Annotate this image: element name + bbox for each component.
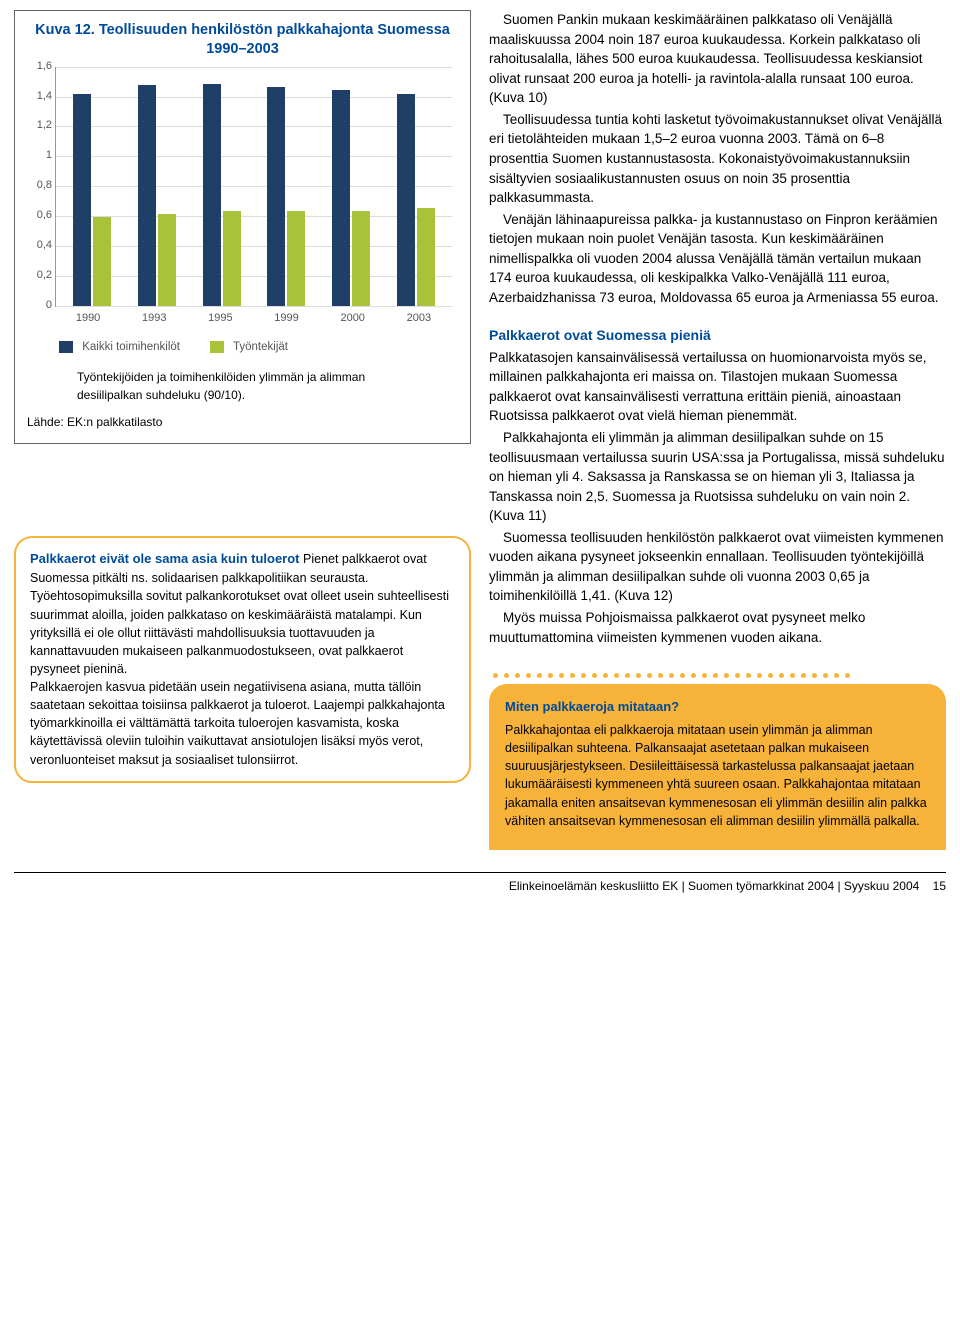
dot-icon bbox=[548, 673, 553, 678]
dot-icon bbox=[823, 673, 828, 678]
bar-group bbox=[332, 90, 370, 306]
callout2-wrap: Miten palkkaeroja mitataan? Palkkahajont… bbox=[489, 673, 946, 850]
swatch-a bbox=[59, 341, 73, 353]
dot-icon bbox=[746, 673, 751, 678]
bar-series-a bbox=[332, 90, 350, 306]
ytick: 1 bbox=[30, 148, 52, 164]
dot-icon bbox=[680, 673, 685, 678]
callout1-title: Palkkaerot eivät ole sama asia kuin tulo… bbox=[30, 551, 300, 566]
dot-icon bbox=[614, 673, 619, 678]
legend-b-label: Työntekijät bbox=[233, 341, 288, 353]
xtick: 1999 bbox=[274, 311, 298, 327]
dot-icon bbox=[691, 673, 696, 678]
bar-series-b bbox=[158, 214, 176, 306]
callout2-title: Miten palkkaeroja mitataan? bbox=[505, 698, 930, 717]
dot-icon bbox=[735, 673, 740, 678]
callout1-body: Pienet palkkaerot ovat Suomessa pitkälti… bbox=[30, 552, 449, 766]
dot-icon bbox=[801, 673, 806, 678]
chart-note: Työntekijöiden ja toimihenkilöiden ylimm… bbox=[77, 369, 377, 404]
dot-icon bbox=[834, 673, 839, 678]
callout2-body: Palkkahajontaa eli palkkaeroja mitataan … bbox=[505, 723, 927, 828]
chart-source: Lähde: EK:n palkkatilasto bbox=[27, 414, 458, 431]
xtick: 1995 bbox=[208, 311, 232, 327]
chart-area: 00,20,40,60,811,21,41,6 1990199319951999… bbox=[27, 67, 458, 327]
page-footer: Elinkeinoelämän keskusliitto EK | Suomen… bbox=[14, 872, 946, 909]
ytick: 0,8 bbox=[30, 178, 52, 194]
bar-group bbox=[203, 84, 241, 306]
dot-icon bbox=[526, 673, 531, 678]
dot-icon bbox=[559, 673, 564, 678]
dot-icon bbox=[603, 673, 608, 678]
bar-group bbox=[267, 87, 305, 306]
bar-series-b bbox=[93, 217, 111, 306]
dot-icon bbox=[658, 673, 663, 678]
bar-series-b bbox=[352, 211, 370, 306]
bar-series-a bbox=[203, 84, 221, 306]
p7: Myös muissa Pohjoismaissa palkkaerot ova… bbox=[489, 608, 946, 647]
dot-icon bbox=[812, 673, 817, 678]
xtick: 2000 bbox=[340, 311, 364, 327]
h-palkkaerot-pienia: Palkkaerot ovat Suomessa pieniä bbox=[489, 325, 946, 345]
chart-box: Kuva 12. Teollisuuden henkilöstön palkka… bbox=[14, 10, 471, 444]
p1: Suomen Pankin mukaan keskimääräinen palk… bbox=[489, 10, 946, 108]
ytick: 0,2 bbox=[30, 268, 52, 284]
dot-icon bbox=[592, 673, 597, 678]
p2: Teollisuudessa tuntia kohti lasketut työ… bbox=[489, 110, 946, 208]
bar-series-b bbox=[287, 211, 305, 306]
dot-icon bbox=[702, 673, 707, 678]
dot-icon bbox=[636, 673, 641, 678]
bar-series-a bbox=[267, 87, 285, 306]
dot-icon bbox=[515, 673, 520, 678]
bar-group bbox=[73, 94, 111, 306]
ytick: 1,6 bbox=[30, 59, 52, 75]
bar-series-b bbox=[223, 211, 241, 306]
dot-icon bbox=[537, 673, 542, 678]
dot-icon bbox=[581, 673, 586, 678]
dot-icon bbox=[669, 673, 674, 678]
dot-icon bbox=[724, 673, 729, 678]
bar-series-a bbox=[138, 85, 156, 306]
footer-text: Elinkeinoelämän keskusliitto EK | Suomen… bbox=[509, 879, 919, 893]
p5: Palkkahajonta eli ylimmän ja alimman des… bbox=[489, 428, 946, 526]
chart-title-kuva: Kuva 12. bbox=[35, 22, 95, 38]
legend-item-a: Kaikki toimihenkilöt bbox=[59, 339, 180, 356]
p3: Venäjän lähinaapureissa palkka- ja kusta… bbox=[489, 210, 946, 308]
dot-icon bbox=[647, 673, 652, 678]
dot-icon bbox=[493, 673, 498, 678]
legend-a-label: Kaikki toimihenkilöt bbox=[82, 341, 180, 353]
bar-group bbox=[397, 94, 435, 306]
ytick: 1,4 bbox=[30, 89, 52, 105]
xtick: 2003 bbox=[407, 311, 431, 327]
xtick: 1993 bbox=[142, 311, 166, 327]
legend-item-b: Työntekijät bbox=[210, 339, 288, 356]
ytick: 0,4 bbox=[30, 238, 52, 254]
ytick: 1,2 bbox=[30, 118, 52, 134]
chart-title: Kuva 12. Teollisuuden henkilöstön palkka… bbox=[27, 21, 458, 59]
dot-icon bbox=[625, 673, 630, 678]
bar-series-a bbox=[73, 94, 91, 306]
dot-icon bbox=[570, 673, 575, 678]
ytick: 0,6 bbox=[30, 208, 52, 224]
callout-miten-mitataan: Miten palkkaeroja mitataan? Palkkahajont… bbox=[489, 684, 946, 850]
dot-icon bbox=[790, 673, 795, 678]
ytick: 0 bbox=[30, 298, 52, 314]
bar-series-a bbox=[397, 94, 415, 306]
bar-series-b bbox=[417, 208, 435, 306]
callout-palkkaerot-tuloerot: Palkkaerot eivät ole sama asia kuin tulo… bbox=[14, 536, 471, 782]
swatch-b bbox=[210, 341, 224, 353]
dot-icon bbox=[757, 673, 762, 678]
dots-row bbox=[489, 673, 946, 678]
dot-icon bbox=[768, 673, 773, 678]
dot-icon bbox=[779, 673, 784, 678]
bar-group bbox=[138, 85, 176, 306]
chart-legend: Kaikki toimihenkilöt Työntekijät bbox=[59, 339, 458, 356]
footer-page: 15 bbox=[933, 879, 946, 893]
dot-icon bbox=[845, 673, 850, 678]
xtick: 1990 bbox=[76, 311, 100, 327]
dot-icon bbox=[504, 673, 509, 678]
dot-icon bbox=[713, 673, 718, 678]
p4: Palkkatasojen kansainvälisessä vertailus… bbox=[489, 348, 946, 426]
p6: Suomessa teollisuuden henkilöstön palkka… bbox=[489, 528, 946, 606]
chart-title-main: Teollisuuden henkilöstön palkkahajonta S… bbox=[99, 22, 450, 57]
